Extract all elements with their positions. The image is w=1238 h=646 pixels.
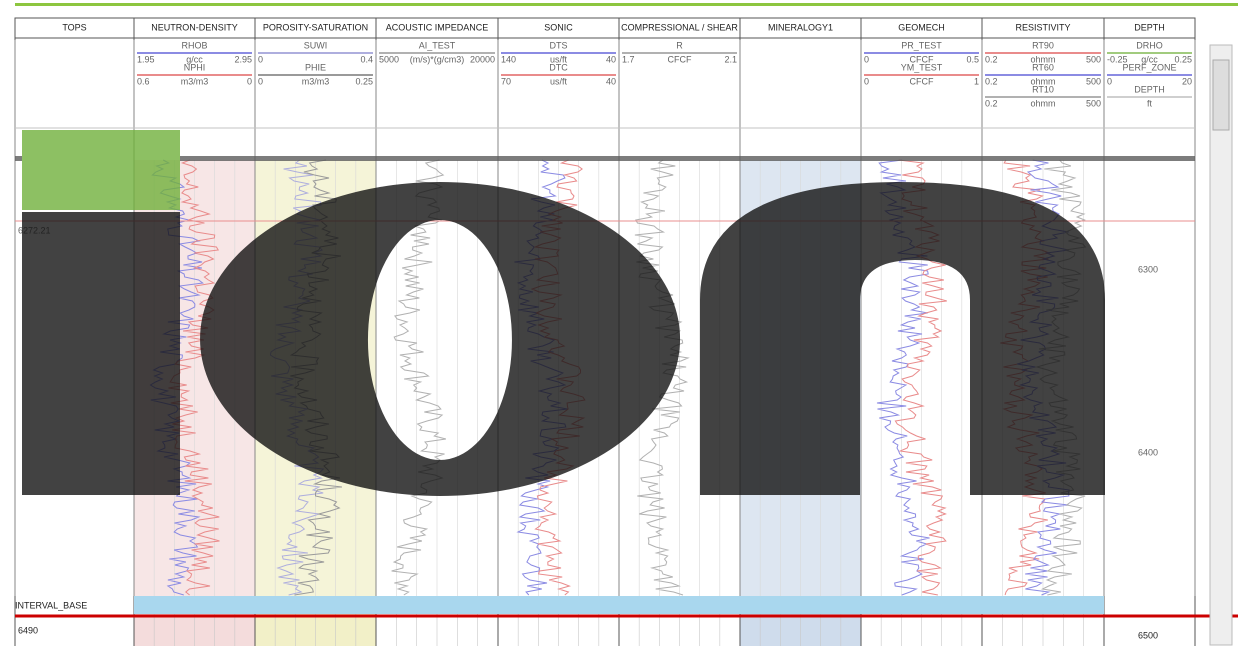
track-title: COMPRESSIONAL / SHEAR: [621, 22, 738, 32]
track-title: RESISTIVITY: [1015, 22, 1070, 32]
curve-min: 0.2: [985, 76, 998, 86]
curve-min: 0: [258, 76, 263, 86]
interval-band: [134, 596, 1104, 614]
interval-base-depth: 6490: [18, 625, 38, 635]
curve-name: PHIE: [305, 62, 326, 72]
curve-min: 0: [864, 76, 869, 86]
curve-max: 500: [1086, 76, 1101, 86]
curve-name: RT90: [1032, 40, 1054, 50]
track-title: ACOUSTIC IMPEDANCE: [386, 22, 489, 32]
curve-max: 500: [1086, 54, 1101, 64]
curve-min: 0: [258, 54, 263, 64]
curve-max: 20000: [470, 54, 495, 64]
curve-name: PERF_ZONE: [1122, 62, 1176, 72]
curve-unit: us/ft: [550, 54, 568, 64]
log-trace: [391, 159, 447, 596]
curve-unit: ft: [1147, 98, 1153, 108]
track-fill: [1104, 160, 1195, 646]
track-title: POROSITY-SATURATION: [263, 22, 368, 32]
curve-max: 500: [1086, 98, 1101, 108]
curve-unit: (m/s)*(g/cm3): [410, 54, 465, 64]
curve-max: 40: [606, 54, 616, 64]
scrollbar[interactable]: [1209, 44, 1233, 646]
curve-unit: g/cc: [1141, 54, 1158, 64]
curve-min: 140: [501, 54, 516, 64]
curve-max: 20: [1182, 76, 1192, 86]
depth-label: 6500: [1138, 630, 1158, 640]
curve-name: RT60: [1032, 62, 1054, 72]
curve-max: 0: [247, 76, 252, 86]
track-title: GEOMECH: [898, 22, 945, 32]
curve-unit: CFCF: [910, 54, 934, 64]
scroll-thumb[interactable]: [1212, 59, 1230, 131]
curve-name: AI_TEST: [419, 40, 456, 50]
curve-unit: CFCF: [668, 54, 692, 64]
track-title: TOPS: [62, 22, 86, 32]
curve-name: RT10: [1032, 84, 1054, 94]
log-trace: [634, 159, 690, 596]
curve-name: R: [676, 40, 683, 50]
curve-min: -0.25: [1107, 54, 1128, 64]
curve-name: DTC: [549, 62, 568, 72]
curve-min: 0.6: [137, 76, 150, 86]
curve-unit: CFCF: [910, 76, 934, 86]
curve-min: 1.7: [622, 54, 635, 64]
track-title: NEUTRON-DENSITY: [151, 22, 238, 32]
curve-min: 0: [1107, 76, 1112, 86]
curve-max: 0.4: [360, 54, 373, 64]
curve-name: SUWI: [304, 40, 328, 50]
logo-n: [700, 182, 1105, 495]
curve-unit: us/ft: [550, 76, 568, 86]
logo-i: [22, 212, 180, 495]
curve-name: YM_TEST: [901, 62, 943, 72]
curve-min: 0: [864, 54, 869, 64]
curve-unit: ohmm: [1030, 98, 1055, 108]
curve-unit: m3/m3: [302, 76, 330, 86]
curve-max: 0.5: [966, 54, 979, 64]
curve-unit: ohmm: [1030, 54, 1055, 64]
curve-max: 40: [606, 76, 616, 86]
curve-name: DRHO: [1136, 40, 1163, 50]
logo-o: [200, 182, 681, 497]
curve-name: DTS: [550, 40, 568, 50]
curve-min: 0.2: [985, 54, 998, 64]
curve-max: 0.25: [1174, 54, 1192, 64]
curve-min: 1.95: [137, 54, 155, 64]
curve-unit: m3/m3: [181, 76, 209, 86]
depth-label: 6400: [1138, 447, 1158, 457]
curve-min: 70: [501, 76, 511, 86]
track-title: MINERALOGY1: [768, 22, 833, 32]
curve-name: NPHI: [184, 62, 206, 72]
curve-max: 1: [974, 76, 979, 86]
ion-logo: [0, 40, 1238, 596]
curve-unit: ohmm: [1030, 76, 1055, 86]
separator: [15, 156, 1195, 161]
track-title: DEPTH: [1134, 22, 1165, 32]
logo-dot: [22, 130, 180, 210]
track-title: SONIC: [544, 22, 573, 32]
top-bar: [15, 3, 1238, 6]
curve-name: RHOB: [181, 40, 207, 50]
curve-name: PR_TEST: [901, 40, 942, 50]
curve-max: 2.95: [234, 54, 252, 64]
curve-max: 0.25: [355, 76, 373, 86]
depth-label: 6300: [1138, 264, 1158, 274]
curve-min: 0.2: [985, 98, 998, 108]
curve-name: DEPTH: [1134, 84, 1165, 94]
curve-max: 2.1: [724, 54, 737, 64]
curve-unit: g/cc: [186, 54, 203, 64]
interval-base-name: INTERVAL_BASE: [15, 600, 87, 610]
curve-min: 5000: [379, 54, 399, 64]
